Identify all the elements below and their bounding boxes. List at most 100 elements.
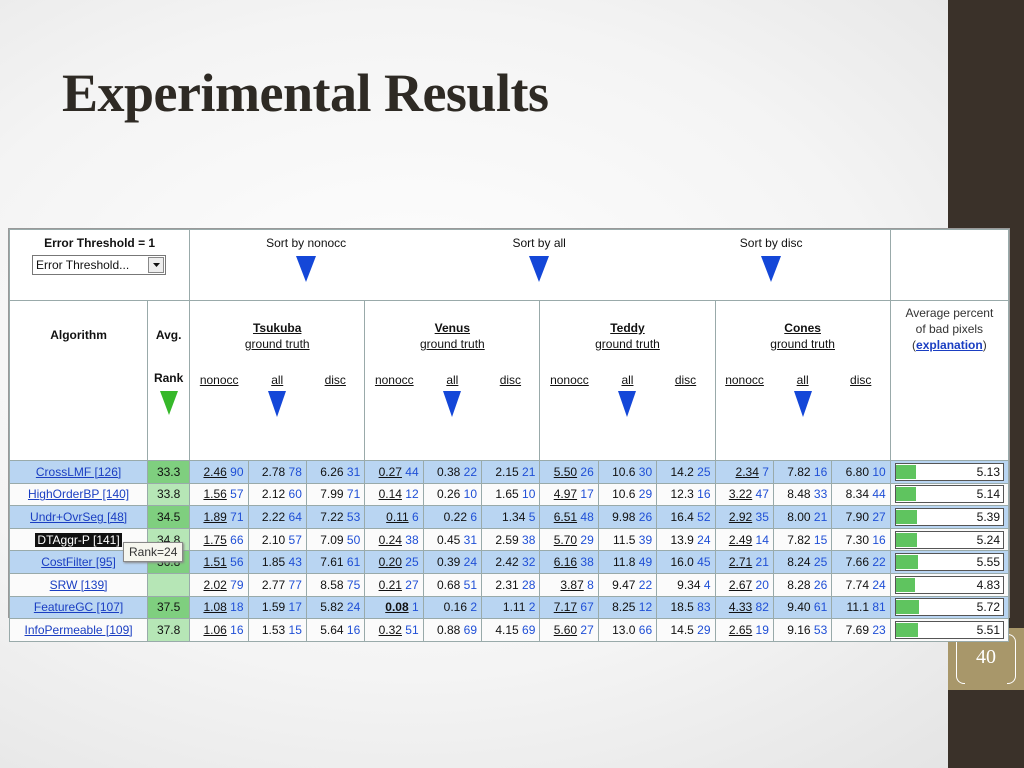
error-value[interactable]: 2.71: [728, 555, 753, 570]
rank-value: 6: [411, 509, 419, 524]
error-value[interactable]: 0.11: [386, 509, 409, 524]
rank-value: 19: [755, 622, 769, 637]
algorithm-name[interactable]: DTAggr-P [141]: [35, 532, 122, 547]
error-value[interactable]: 4.33: [728, 600, 753, 615]
explanation-link[interactable]: explanation: [916, 338, 983, 352]
threshold-select[interactable]: Error Threshold...: [32, 255, 166, 275]
sort-control[interactable]: Sort by all: [479, 236, 599, 282]
sort-arrow[interactable]: [618, 391, 637, 417]
rank-value: 56: [230, 555, 244, 570]
error-value[interactable]: 0.24: [378, 532, 402, 547]
arrow-wrap: [479, 256, 599, 282]
rank-value: 10: [872, 464, 886, 479]
result-cell: 5.50 26: [539, 460, 599, 484]
sort-arrow[interactable]: [793, 391, 812, 417]
algorithm-name[interactable]: SRW [139]: [49, 577, 108, 592]
sort-arrow[interactable]: [159, 391, 178, 415]
error-value[interactable]: 0.20: [378, 555, 402, 570]
error-value[interactable]: 1.89: [203, 509, 227, 524]
tooltip: Rank=24: [123, 542, 184, 562]
sort-arrow[interactable]: [761, 256, 782, 282]
error-value[interactable]: 0.27: [378, 464, 402, 479]
rank-value: 90: [230, 464, 244, 479]
rank-value: 28: [522, 577, 536, 592]
subcolumn-label[interactable]: all: [446, 373, 459, 387]
result-cell: 0.21 27: [364, 572, 424, 597]
error-value[interactable]: 0.21: [378, 577, 402, 592]
dataset-name[interactable]: Cones: [784, 321, 821, 335]
error-value[interactable]: 2.02: [203, 577, 227, 592]
dataset-subtitle[interactable]: ground truth: [419, 337, 485, 351]
error-value[interactable]: 2.92: [728, 509, 753, 524]
error-value[interactable]: 1.75: [203, 532, 227, 547]
algorithm-name[interactable]: Undr+OvrSeg [48]: [30, 509, 128, 524]
percent-value: 5.13: [976, 464, 1000, 479]
algorithm-name[interactable]: FeatureGC [107]: [33, 600, 124, 615]
subcolumn-label[interactable]: nonocc: [374, 373, 414, 387]
error-value[interactable]: 1.56: [203, 487, 227, 502]
error-value[interactable]: 2.65: [728, 622, 753, 637]
dataset-name[interactable]: Tsukuba: [252, 321, 302, 335]
dataset-subtitle[interactable]: ground truth: [595, 337, 660, 351]
sort-arrow[interactable]: [268, 391, 287, 417]
error-value[interactable]: 2.46: [203, 464, 227, 479]
dataset-subtitle[interactable]: ground truth: [244, 337, 310, 351]
sort-control[interactable]: Sort by nonocc: [246, 236, 366, 282]
error-value[interactable]: 3.22: [728, 487, 753, 502]
result-cell: 1.89 71: [189, 505, 249, 529]
percent-box: 5.55: [894, 553, 1004, 572]
subcolumn-label[interactable]: nonocc: [725, 373, 764, 387]
subcolumn-label[interactable]: nonocc: [550, 373, 589, 387]
error-value[interactable]: 1.08: [203, 600, 227, 615]
sort-arrow[interactable]: [529, 256, 550, 282]
rank-value: 48: [580, 509, 594, 524]
select-button[interactable]: [148, 257, 164, 273]
sort-control[interactable]: Sort by disc: [711, 236, 831, 282]
algorithm-name[interactable]: HighOrderBP [140]: [27, 487, 130, 502]
subcolumn-label[interactable]: disc: [499, 373, 522, 387]
subcolumn-label[interactable]: nonocc: [199, 373, 239, 387]
error-value[interactable]: 5.70: [553, 532, 578, 547]
subcolumn-label[interactable]: disc: [674, 373, 697, 387]
result-cell: 14.5 29: [656, 618, 716, 642]
sort-arrow[interactable]: [152, 263, 160, 267]
result-cell: 8.34 44: [831, 482, 891, 507]
dataset-name[interactable]: Venus: [434, 321, 471, 335]
error-value[interactable]: 6.51: [553, 509, 578, 524]
error-value: 11.8: [612, 555, 636, 570]
error-value: 9.47: [612, 577, 636, 592]
subcolumn-label[interactable]: disc: [850, 373, 872, 387]
error-value: 2.59: [495, 532, 519, 547]
error-value[interactable]: 1.06: [203, 622, 227, 637]
subcolumn-label[interactable]: all: [271, 373, 284, 387]
error-value[interactable]: 1.51: [203, 555, 227, 570]
dataset-subtitle[interactable]: ground truth: [770, 337, 835, 351]
error-value[interactable]: 0.08: [385, 600, 409, 615]
error-value[interactable]: 5.50: [553, 464, 578, 479]
paren: (: [912, 338, 917, 352]
subcolumn-label[interactable]: all: [621, 373, 634, 387]
error-value[interactable]: 3.87: [560, 577, 584, 592]
subcolumn-label[interactable]: disc: [324, 373, 346, 387]
error-value[interactable]: 0.32: [378, 622, 402, 637]
result-cell: 1.53 15: [247, 618, 307, 642]
result-cell: 1.34 5: [481, 505, 541, 529]
result-cell: 8.58 75: [305, 572, 366, 597]
sort-arrow[interactable]: [443, 391, 462, 417]
dataset-name[interactable]: Teddy: [610, 321, 645, 335]
error-value[interactable]: 6.16: [553, 555, 578, 570]
error-value[interactable]: 2.34: [735, 464, 759, 479]
algorithm-name[interactable]: CrossLMF [126]: [35, 464, 122, 479]
subcolumn-label[interactable]: all: [796, 373, 809, 387]
error-value[interactable]: 2.49: [728, 532, 753, 547]
avg-rank: 33.8: [156, 487, 181, 502]
sort-arrow[interactable]: [296, 256, 317, 282]
error-value[interactable]: 4.97: [553, 487, 578, 502]
error-value[interactable]: 7.17: [553, 600, 578, 615]
algorithm-name[interactable]: CostFilter [95]: [41, 555, 116, 570]
error-value[interactable]: 2.67: [728, 577, 753, 592]
error-value[interactable]: 0.14: [378, 487, 402, 502]
algorithm-name[interactable]: InfoPermeable [109]: [24, 622, 133, 637]
error-value[interactable]: 5.60: [553, 622, 578, 637]
result-cell: 14.2 25: [656, 460, 716, 484]
